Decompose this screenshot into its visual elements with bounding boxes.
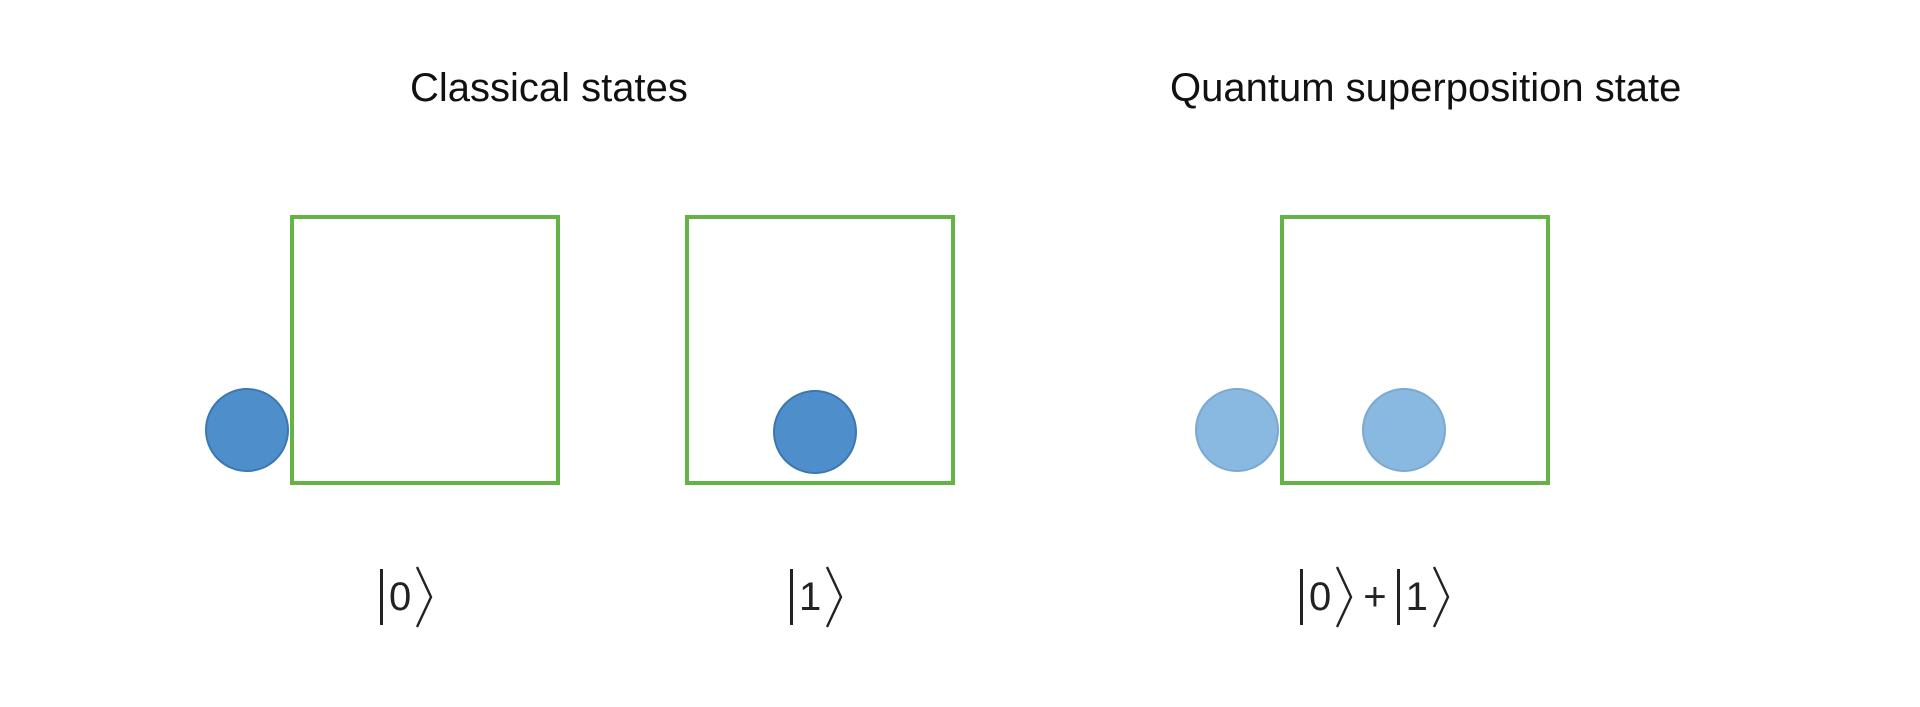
ket-label-0: 0 [380, 565, 433, 629]
ket-angle-icon [415, 565, 433, 629]
particle-state-1 [773, 390, 857, 474]
particle-state-0 [205, 388, 289, 472]
heading-quantum: Quantum superposition state [1170, 66, 1681, 111]
ket-label-superposition: 0 +1 [1300, 565, 1450, 629]
particle-super-outside [1195, 388, 1279, 472]
ket-angle-icon [825, 565, 843, 629]
ket-label-1: 1 [790, 565, 843, 629]
ket-angle-icon [1335, 565, 1353, 629]
ket-number: 0 [1303, 575, 1335, 620]
diagram-canvas: Classical states Quantum superposition s… [0, 0, 1920, 707]
plus-sign: + [1353, 575, 1396, 620]
particle-super-inside [1362, 388, 1446, 472]
heading-classical: Classical states [410, 66, 688, 111]
ket-number: 0 [383, 575, 415, 620]
ket-number: 1 [793, 575, 825, 620]
ket-angle-icon [1432, 565, 1450, 629]
ket-number: 1 [1400, 575, 1432, 620]
box-state-0 [290, 215, 560, 485]
